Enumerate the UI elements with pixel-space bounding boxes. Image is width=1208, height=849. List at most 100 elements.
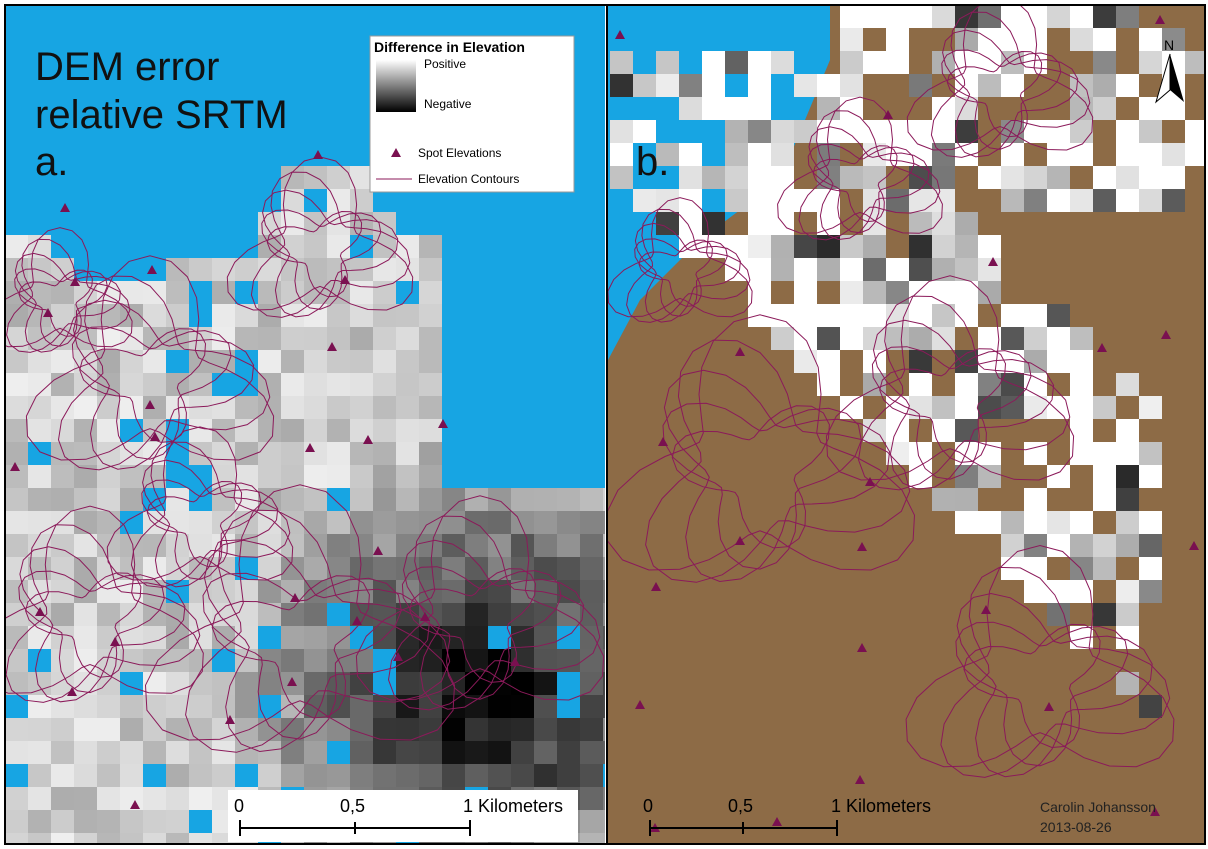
contour-line xyxy=(250,171,411,318)
raster-cell xyxy=(1070,189,1093,212)
raster-cell xyxy=(488,741,511,764)
panel-b xyxy=(608,5,1205,844)
contour-line xyxy=(14,252,121,353)
raster-cell xyxy=(51,350,74,373)
raster-cell xyxy=(396,419,419,442)
spot-elevation xyxy=(145,400,155,409)
raster-cell xyxy=(534,534,557,557)
raster-cell xyxy=(281,580,304,603)
spot-elevation xyxy=(865,477,875,486)
spot-elevation xyxy=(352,616,362,625)
raster-cell xyxy=(748,166,771,189)
raster-cell xyxy=(794,120,817,143)
spot-elevation xyxy=(43,308,53,317)
raster-cell xyxy=(817,327,840,350)
contour-line xyxy=(825,275,1075,481)
raster-cell xyxy=(840,258,863,281)
raster-cell xyxy=(1139,396,1162,419)
raster-cell xyxy=(909,350,932,373)
raster-cell xyxy=(1139,695,1162,718)
raster-cell xyxy=(235,741,258,764)
spot-elevation xyxy=(857,643,867,652)
contour-line xyxy=(402,539,585,710)
raster-cell xyxy=(748,189,771,212)
raster-cell xyxy=(51,304,74,327)
raster-cell xyxy=(932,120,955,143)
raster-cell xyxy=(350,741,373,764)
contour-line xyxy=(963,623,1101,749)
raster-cell xyxy=(74,396,97,419)
contour-line xyxy=(130,441,291,588)
raster-cell xyxy=(1139,51,1162,74)
raster-cell xyxy=(886,281,909,304)
north-arrow-half xyxy=(1155,53,1171,104)
raster-cell xyxy=(978,442,1001,465)
raster-cell xyxy=(863,281,886,304)
spot-elevation xyxy=(1155,15,1165,24)
raster-cell xyxy=(51,258,74,281)
raster-cell xyxy=(51,787,74,810)
raster-cell xyxy=(702,51,725,74)
contour-line xyxy=(777,96,943,234)
raster-cell xyxy=(28,534,51,557)
raster-cell xyxy=(748,212,771,235)
raster-cell xyxy=(350,442,373,465)
raster-cell xyxy=(817,373,840,396)
raster-cell xyxy=(1070,511,1093,534)
contour-line xyxy=(106,426,294,581)
raster-cell xyxy=(886,28,909,51)
raster-cell xyxy=(419,695,442,718)
contour-line xyxy=(942,29,1079,158)
raster-cell xyxy=(281,166,304,189)
raster-cell xyxy=(817,97,840,120)
raster-cell xyxy=(327,465,350,488)
raster-cell xyxy=(419,488,442,511)
raster-cell xyxy=(771,143,794,166)
raster-cell xyxy=(74,557,97,580)
raster-cell xyxy=(212,350,235,373)
raster-cell xyxy=(840,396,863,419)
raster-cell xyxy=(702,212,725,235)
frame xyxy=(4,4,1206,845)
raster-cell xyxy=(909,143,932,166)
raster-cell xyxy=(1139,580,1162,603)
raster-cell xyxy=(748,281,771,304)
raster-cell xyxy=(258,603,281,626)
raster-cell xyxy=(396,764,419,787)
raster-cell xyxy=(258,373,281,396)
raster-cell xyxy=(5,511,28,534)
raster-cell xyxy=(603,580,605,603)
contour-line xyxy=(5,524,201,703)
contour-line xyxy=(812,145,898,223)
raster-cell xyxy=(794,327,817,350)
contour-line xyxy=(663,369,891,583)
raster-cell xyxy=(373,557,396,580)
raster-cell xyxy=(1116,373,1139,396)
raster-cell xyxy=(442,741,465,764)
raster-cell xyxy=(1001,350,1024,373)
raster-cell xyxy=(419,764,442,787)
raster-cell xyxy=(419,534,442,557)
raster-cell xyxy=(955,396,978,419)
raster-cell xyxy=(166,304,189,327)
scale-bar: 0 0,5 1 Kilometers xyxy=(228,790,578,842)
spot-elevation xyxy=(363,435,373,444)
raster-cell xyxy=(189,419,212,442)
raster-cell xyxy=(74,833,97,844)
raster-cell xyxy=(51,764,74,787)
raster-cell xyxy=(557,718,580,741)
raster-cell xyxy=(396,350,419,373)
spot-elevation xyxy=(225,715,235,724)
raster-cell xyxy=(603,557,605,580)
raster-cell xyxy=(1024,5,1047,28)
raster-cell xyxy=(955,281,978,304)
raster-cell xyxy=(1116,189,1139,212)
raster-cell xyxy=(679,97,702,120)
spot-elevation xyxy=(70,277,80,286)
raster-cell xyxy=(534,764,557,787)
contour-line xyxy=(946,50,1043,138)
raster-cell xyxy=(794,235,817,258)
raster-cell xyxy=(580,534,603,557)
raster-cell xyxy=(580,764,603,787)
raster-cell xyxy=(166,787,189,810)
